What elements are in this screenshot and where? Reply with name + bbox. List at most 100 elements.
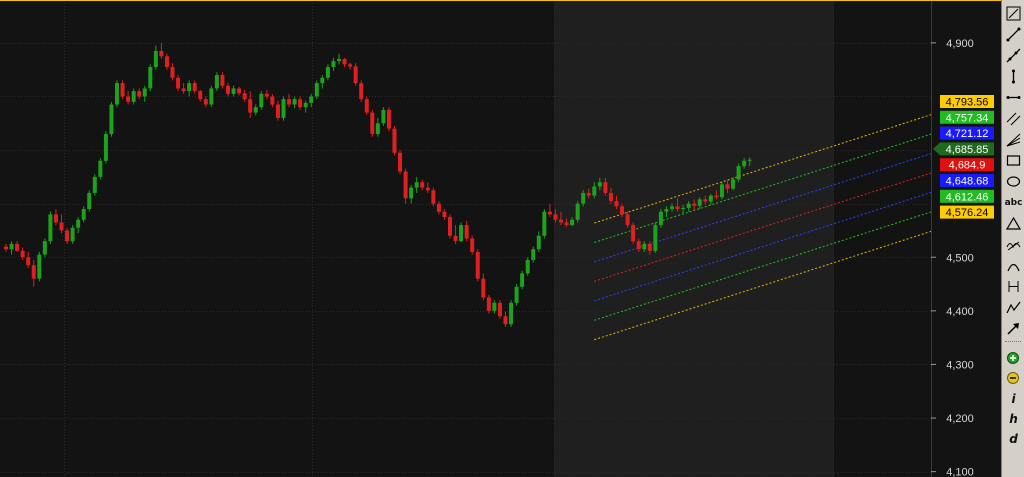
label-mid-upper: 4,757.34 <box>940 110 994 124</box>
triangle-tool[interactable] <box>1004 214 1023 233</box>
candle-body <box>386 109 391 129</box>
candle-body <box>159 50 164 57</box>
price-label-text: 4,648.68 <box>946 176 989 188</box>
candle <box>220 72 225 89</box>
candle-body <box>9 243 14 250</box>
info-tool[interactable]: i <box>1004 389 1023 408</box>
candle <box>137 88 142 100</box>
ray-tool[interactable] <box>1004 46 1023 65</box>
ellipse-tool[interactable] <box>1004 172 1023 191</box>
price-label-text: 4,793.56 <box>946 97 989 109</box>
candle-body <box>37 254 42 279</box>
cycles-tool[interactable] <box>1004 235 1023 254</box>
candle-body <box>442 211 447 218</box>
candle <box>547 203 552 218</box>
cycles-icon <box>1006 237 1021 252</box>
price-labels: 4,793.56 4,757.34 4,721.12 4,685.85 4,684.9 4… <box>933 95 994 219</box>
rectangle-tool[interactable] <box>1004 151 1023 170</box>
line-tool[interactable] <box>1004 25 1023 44</box>
candle-body <box>325 66 330 78</box>
candle-body <box>570 219 575 226</box>
candle-body <box>81 209 86 220</box>
candle-body <box>287 99 292 105</box>
day-tool[interactable]: d <box>1004 429 1023 448</box>
candle <box>164 53 169 70</box>
candle-body <box>403 171 408 199</box>
arrow-icon <box>1006 321 1021 336</box>
price-label-text: 4,612.46 <box>946 191 989 203</box>
zoom-in-tool[interactable] <box>1004 349 1023 368</box>
candle-body <box>448 217 452 236</box>
candle-body <box>20 250 25 258</box>
candle-body <box>131 91 136 102</box>
parallel-lines-tool[interactable] <box>1004 109 1023 128</box>
candle-body <box>631 225 636 242</box>
zoom-tool[interactable] <box>1004 4 1023 23</box>
zigzag-icon <box>1006 300 1021 315</box>
arrow-tool[interactable] <box>1004 319 1023 338</box>
candle <box>253 104 258 116</box>
price-label-box <box>940 126 994 140</box>
channel-line-outer-upper <box>594 99 978 224</box>
candle-body <box>76 219 81 228</box>
candle <box>159 42 164 59</box>
plot-shaded-region <box>554 0 834 477</box>
label-outer-lower: 4,576.24 <box>940 205 994 219</box>
candle-body <box>164 56 169 67</box>
candle-body <box>192 83 197 92</box>
candle <box>514 284 519 306</box>
arc-tool[interactable] <box>1004 256 1023 275</box>
label-inner-upper: 4,721.12 <box>940 126 994 140</box>
candle-body <box>87 192 92 210</box>
candle-body <box>453 235 458 242</box>
candle-body <box>70 227 75 242</box>
candle-body <box>592 186 597 196</box>
candle-body <box>731 179 736 189</box>
candle <box>153 45 158 70</box>
candle <box>331 57 336 71</box>
candle-body <box>425 187 430 191</box>
price-arrow <box>933 142 940 156</box>
zigzag-tool[interactable] <box>1004 298 1023 317</box>
candle <box>531 246 536 263</box>
candle-body <box>26 257 31 266</box>
candle-body <box>120 83 125 97</box>
time-range-icon <box>1006 279 1021 294</box>
candle <box>176 75 181 92</box>
candle <box>603 177 608 196</box>
candle <box>697 197 702 210</box>
channel-line-center <box>594 157 978 282</box>
candle <box>448 214 452 239</box>
candle <box>481 273 486 301</box>
candle <box>170 63 175 81</box>
candle <box>486 294 491 314</box>
candle <box>597 177 602 191</box>
candle-body <box>486 297 491 311</box>
text-tool[interactable]: abc <box>1004 193 1023 212</box>
y-tick-label: 4,500 <box>946 252 974 264</box>
candle-body <box>414 182 419 188</box>
zoom-out-tool[interactable] <box>1004 369 1023 388</box>
candle-body <box>436 203 441 212</box>
candle <box>131 88 136 105</box>
candle <box>420 179 425 191</box>
candle <box>31 259 36 287</box>
fibonacci-fan-tool[interactable] <box>1004 130 1023 149</box>
candle <box>403 168 408 204</box>
candle-body <box>370 112 375 134</box>
candle-body <box>708 195 713 202</box>
candle-body <box>342 58 347 65</box>
label-outer-upper: 4,793.56 <box>940 95 994 109</box>
hour-tool[interactable]: h <box>1004 409 1023 428</box>
candle-body <box>203 99 208 105</box>
time-range-tool[interactable] <box>1004 277 1023 296</box>
rectangle-icon <box>1006 153 1021 168</box>
candle <box>20 247 25 260</box>
candle-body <box>53 214 58 223</box>
horizontal-line-tool[interactable] <box>1004 88 1023 107</box>
candle-body <box>237 88 242 94</box>
horizontal-line-icon <box>1006 90 1021 105</box>
candle-body <box>275 104 280 118</box>
vertical-line-tool[interactable] <box>1004 67 1023 86</box>
